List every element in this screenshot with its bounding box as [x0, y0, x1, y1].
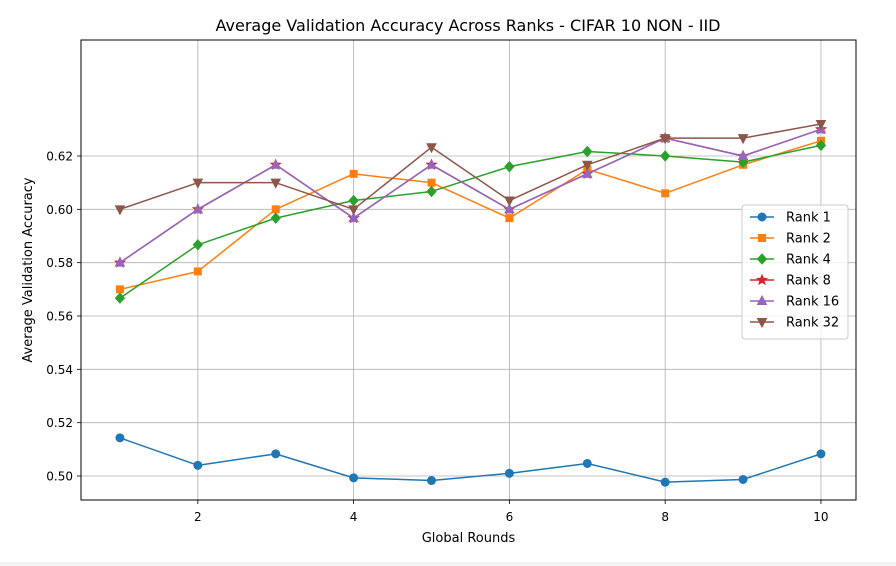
x-tick-label: 4	[350, 510, 358, 524]
legend-marker	[757, 212, 767, 222]
data-point-rank-32	[348, 205, 359, 216]
legend-label: Rank 16	[786, 295, 839, 310]
data-point-rank-2	[349, 169, 358, 178]
data-point-rank-16	[348, 212, 359, 223]
data-point-rank-16	[114, 256, 126, 267]
series-line-rank-16	[119, 128, 822, 264]
data-point-rank-32	[504, 196, 515, 207]
legend-marker	[755, 273, 769, 286]
data-point-rank-1	[738, 474, 748, 484]
legend-marker	[758, 234, 766, 242]
legend-marker	[756, 294, 768, 305]
legend: Rank 1 Rank 2 Rank 4 Rank 8 Rank 16 Rank 32	[741, 204, 849, 340]
data-point-rank-4	[270, 212, 281, 224]
legend-label: Rank 32	[786, 316, 839, 331]
y-tick-label: 0.60	[46, 203, 73, 217]
legend-marker	[756, 318, 768, 329]
data-point-rank-4	[114, 292, 126, 304]
data-point-rank-2	[427, 178, 436, 187]
data-point-rank-32	[581, 160, 593, 171]
y-tick-label: 0.58	[46, 256, 73, 270]
series-rank-32	[114, 120, 827, 216]
data-point-rank-4	[504, 160, 515, 173]
data-point-rank-32	[737, 134, 749, 145]
legend-item-rank-8: Rank 8	[750, 274, 831, 289]
series-line-rank-32	[119, 123, 822, 211]
data-point-rank-4	[192, 239, 204, 251]
data-point-rank-32	[426, 143, 437, 154]
plot-border	[80, 39, 857, 501]
axis-ticks: 2 4 6 8 10 0.50 0.52 0.54 0.56 0.58 0.60 0.62	[46, 150, 828, 525]
data-point-rank-2	[193, 267, 202, 276]
y-tick-label: 0.50	[46, 470, 73, 484]
bottom-strip	[0, 562, 896, 566]
series-line-rank-2	[119, 140, 822, 291]
data-point-rank-1	[271, 449, 281, 459]
legend-item-rank-16: Rank 16	[750, 295, 839, 310]
legend-label: Rank 4	[786, 253, 831, 268]
series-line-rank-4	[119, 144, 822, 299]
series-rank-16	[114, 123, 827, 267]
data-point-rank-4	[582, 145, 593, 158]
data-point-rank-1	[660, 477, 670, 487]
data-point-rank-4	[815, 139, 827, 152]
legend-label: Rank 1	[786, 211, 831, 226]
data-point-rank-2	[115, 285, 124, 294]
legend-item-rank-4: Rank 4	[750, 253, 831, 268]
data-point-rank-4	[426, 185, 437, 198]
x-axis-label: Global Rounds	[422, 531, 516, 546]
data-point-rank-2	[661, 189, 670, 198]
data-point-rank-32	[815, 120, 827, 131]
legend-item-rank-2: Rank 2	[750, 232, 831, 247]
x-tick-label: 2	[194, 510, 202, 524]
y-tick-label: 0.62	[46, 150, 73, 164]
legend-label: Rank 2	[786, 232, 831, 247]
series-rank-1	[115, 433, 826, 487]
data-point-rank-1	[349, 473, 359, 483]
data-point-rank-2	[505, 214, 514, 223]
plot-area	[81, 40, 856, 500]
data-point-rank-1	[115, 433, 125, 443]
data-point-rank-1	[504, 468, 514, 478]
series-rank-4	[114, 139, 827, 304]
data-point-rank-1	[816, 449, 826, 459]
y-tick-label: 0.52	[46, 416, 73, 430]
data-point-rank-16	[270, 158, 282, 169]
data-point-rank-32	[270, 178, 282, 189]
y-tick-label: 0.56	[46, 310, 73, 324]
y-tick-label: 0.54	[46, 363, 73, 377]
data-point-rank-16	[192, 203, 204, 214]
legend-item-rank-1: Rank 1	[750, 211, 831, 226]
data-point-rank-32	[114, 205, 126, 216]
data-point-rank-16	[504, 203, 515, 214]
data-point-rank-16	[581, 167, 593, 178]
data-point-rank-16	[737, 149, 749, 160]
chart-title: Average Validation Accuracy Across Ranks…	[216, 16, 721, 35]
series-layer	[113, 120, 827, 487]
x-tick-label: 8	[661, 510, 669, 524]
data-point-rank-2	[271, 205, 280, 214]
data-point-rank-1	[193, 460, 203, 470]
data-point-rank-4	[659, 150, 671, 162]
grid-lines	[81, 40, 856, 500]
x-tick-label: 6	[506, 510, 514, 524]
data-point-rank-32	[192, 178, 204, 189]
data-point-rank-16	[426, 158, 437, 169]
data-point-rank-1	[427, 476, 437, 486]
data-point-rank-1	[582, 458, 592, 468]
legend-marker	[756, 253, 768, 265]
legend-label: Rank 8	[786, 274, 831, 289]
x-tick-label: 10	[813, 510, 828, 524]
series-line-rank-1	[119, 437, 822, 483]
data-point-rank-32	[659, 134, 671, 145]
y-axis-label: Average Validation Accuracy	[21, 177, 36, 362]
legend-item-rank-32: Rank 32	[750, 316, 839, 331]
